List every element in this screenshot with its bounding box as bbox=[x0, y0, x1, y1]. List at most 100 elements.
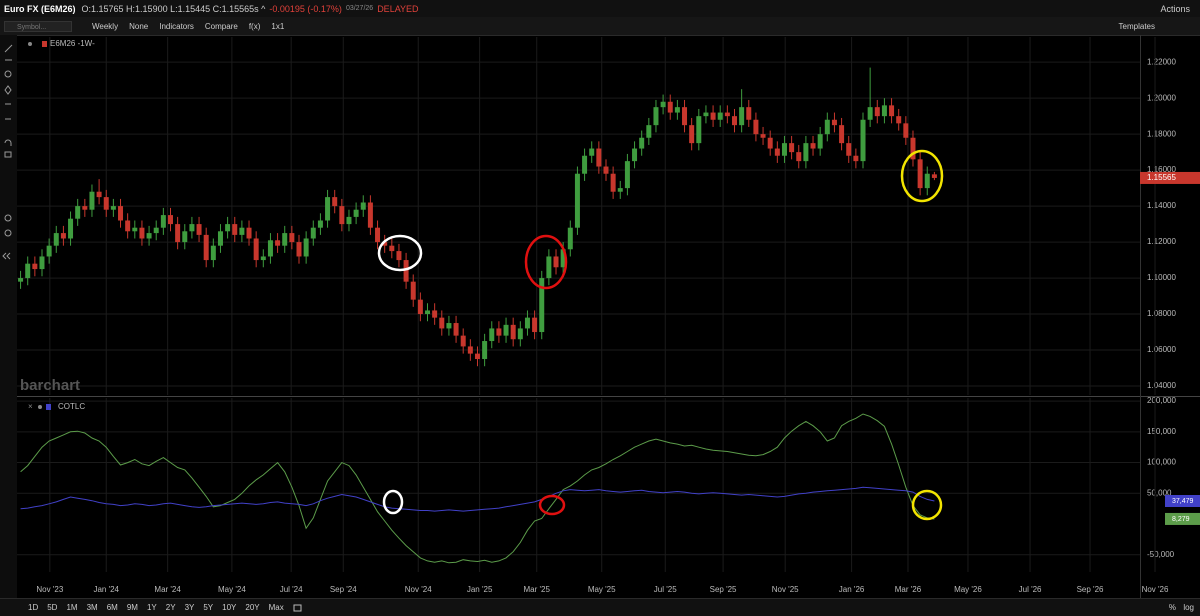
candle-body bbox=[175, 224, 181, 243]
candle-body bbox=[317, 220, 323, 228]
candle-body bbox=[453, 323, 459, 336]
symbol-input[interactable]: Symbol... bbox=[4, 20, 72, 32]
candle-body bbox=[824, 119, 830, 135]
log-toggle[interactable]: log bbox=[1183, 603, 1194, 612]
toolbar-item[interactable]: Indicators bbox=[159, 21, 194, 31]
status: DELAYED bbox=[377, 3, 419, 14]
range-bar: 1D 5D 1M 3M 6M 9M 1Y 2Y 3Y 5Y 10Y 20Y Ma… bbox=[0, 598, 1200, 616]
candle-body bbox=[325, 197, 331, 221]
y-tick-label: 1.04000 bbox=[1147, 381, 1176, 390]
candle-body bbox=[253, 238, 259, 261]
candle-body bbox=[567, 227, 573, 250]
candle-body bbox=[617, 188, 623, 192]
toolbar-item[interactable]: 1x1 bbox=[271, 21, 285, 31]
candle-body bbox=[132, 227, 138, 232]
y-tick-label: 1.10000 bbox=[1147, 273, 1176, 282]
candle-body bbox=[103, 197, 109, 210]
candle-body bbox=[646, 125, 652, 138]
candle-body bbox=[903, 123, 909, 138]
toolbar-item[interactable]: Weekly bbox=[92, 21, 119, 31]
range-button[interactable]: 20Y bbox=[245, 603, 260, 612]
candle-body bbox=[924, 173, 930, 189]
visibility-icon[interactable] bbox=[28, 42, 32, 46]
candle-body bbox=[517, 328, 523, 340]
y-tick-label: 150,000 bbox=[1147, 427, 1176, 436]
range-button[interactable]: 9M bbox=[126, 603, 138, 612]
toolbar-item[interactable]: None bbox=[129, 21, 149, 31]
candle-body bbox=[346, 216, 352, 225]
x-tick-label: Jan '25 bbox=[467, 585, 493, 594]
y-tick-label: -50,000 bbox=[1147, 550, 1175, 559]
candle-body bbox=[367, 202, 373, 228]
candle-body bbox=[446, 323, 452, 329]
range-button[interactable]: 1M bbox=[66, 603, 78, 612]
range-button[interactable]: 10Y bbox=[222, 603, 237, 612]
x-tick-label: Jul '25 bbox=[654, 585, 677, 594]
candle-body bbox=[624, 161, 630, 189]
x-tick-label: May '25 bbox=[588, 585, 616, 594]
candle-body bbox=[846, 143, 852, 156]
candle-body bbox=[53, 233, 59, 246]
candle-body bbox=[125, 220, 131, 232]
candle-body bbox=[796, 152, 802, 162]
x-tick-label: Nov '23 bbox=[36, 585, 63, 594]
quote-date: 03/27/26 bbox=[345, 5, 374, 12]
candle-body bbox=[803, 143, 809, 162]
candle-body bbox=[703, 112, 709, 117]
calendar-icon[interactable] bbox=[293, 603, 302, 612]
range-button[interactable]: 3M bbox=[86, 603, 98, 612]
actions-menu[interactable]: Actions bbox=[1160, 3, 1190, 14]
candle-body bbox=[360, 202, 366, 210]
candle-body bbox=[339, 206, 345, 225]
candle-body bbox=[532, 317, 538, 333]
range-button[interactable]: Max bbox=[268, 603, 284, 612]
candle-body bbox=[503, 324, 509, 336]
x-tick-label: Nov '24 bbox=[405, 585, 432, 594]
candle-body bbox=[160, 215, 166, 228]
series-line bbox=[20, 413, 935, 564]
x-tick-label: Jan '24 bbox=[93, 585, 119, 594]
range-button[interactable]: 5D bbox=[47, 603, 58, 612]
candle-body bbox=[167, 215, 173, 225]
candle-body bbox=[425, 310, 431, 315]
last-value-box bbox=[1165, 512, 1200, 525]
candle-body bbox=[68, 218, 74, 239]
range-button[interactable]: 2Y bbox=[165, 603, 176, 612]
legend-label: E6M26 -1W- bbox=[50, 39, 95, 48]
candle-body bbox=[153, 227, 159, 234]
range-button[interactable]: 5Y bbox=[203, 603, 214, 612]
toolbar-item[interactable]: f(x) bbox=[248, 21, 261, 31]
y-tick-label: 1.06000 bbox=[1147, 345, 1176, 354]
candle-body bbox=[524, 317, 530, 329]
toolbar-item[interactable]: Compare bbox=[204, 21, 238, 31]
candle-body bbox=[39, 256, 45, 270]
range-button[interactable]: 1D bbox=[28, 603, 39, 612]
range-button[interactable]: 6M bbox=[106, 603, 118, 612]
candle-body bbox=[375, 227, 381, 243]
candle-body bbox=[931, 174, 937, 178]
candle-body bbox=[710, 112, 716, 120]
chart: 1.04000 1.06000 1.08000 1.10000 1.12000 1.140… bbox=[0, 35, 1200, 598]
candle-body bbox=[474, 353, 480, 360]
y-tick-label: 1.16000 bbox=[1147, 165, 1176, 174]
close-icon[interactable]: × bbox=[28, 402, 33, 411]
range-button[interactable]: 3Y bbox=[184, 603, 195, 612]
candle-body bbox=[389, 245, 395, 252]
y-tick-label: 100,000 bbox=[1147, 458, 1176, 467]
x-tick-label: Mar '26 bbox=[895, 585, 922, 594]
candle-body bbox=[582, 155, 588, 174]
legend-swatch bbox=[42, 41, 47, 47]
range-button[interactable]: 1Y bbox=[146, 603, 157, 612]
visibility-icon[interactable] bbox=[38, 405, 42, 409]
x-tick-label: Mar '24 bbox=[154, 585, 181, 594]
percent-toggle[interactable]: % bbox=[1168, 603, 1176, 612]
candle-body bbox=[867, 107, 873, 120]
candle-body bbox=[225, 224, 231, 232]
candle-body bbox=[689, 125, 695, 144]
candle-body bbox=[46, 245, 52, 257]
candle-body bbox=[275, 240, 281, 246]
x-tick-label: Nov '26 bbox=[1142, 585, 1169, 594]
candle-body bbox=[896, 116, 902, 124]
templates-button[interactable]: Templates bbox=[1118, 21, 1155, 31]
candle-body bbox=[432, 310, 438, 318]
